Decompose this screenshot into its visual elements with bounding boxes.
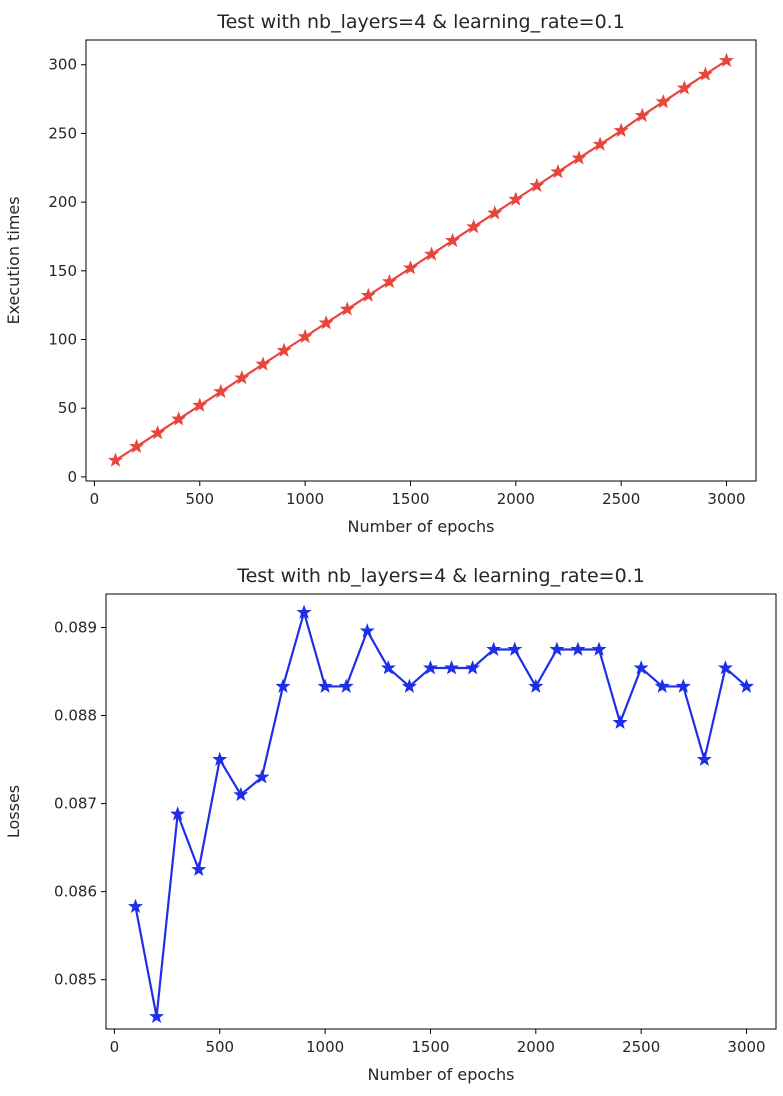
data-point <box>444 660 460 675</box>
data-point <box>380 660 396 675</box>
data-point <box>634 107 650 122</box>
data-point <box>486 641 502 656</box>
series-line <box>134 611 748 1018</box>
chart-title: Test with nb_layers=4 & learning_rate=0.… <box>236 565 645 587</box>
chart-2: Test with nb_layers=4 & learning_rate=0.… <box>4 565 777 1084</box>
data-point <box>529 177 545 192</box>
x-tick-label: 2500 <box>622 1038 660 1056</box>
data-point <box>170 806 186 821</box>
y-tick-label: 150 <box>48 262 77 280</box>
y-tick-label: 250 <box>48 124 77 142</box>
x-tick-label: 2500 <box>602 490 640 508</box>
data-point <box>171 411 187 426</box>
data-point <box>739 678 754 693</box>
x-tick-label: 500 <box>205 1038 234 1056</box>
data-point <box>612 714 628 729</box>
x-tick-label: 500 <box>185 490 214 508</box>
data-point <box>654 678 670 693</box>
data-point <box>276 342 292 357</box>
data-point <box>719 52 734 67</box>
data-point <box>360 287 376 302</box>
y-tick-label: 0.088 <box>54 707 97 725</box>
data-point <box>549 641 565 656</box>
data-point <box>466 218 482 234</box>
data-point <box>402 260 418 275</box>
data-point <box>129 438 145 454</box>
data-point <box>255 356 271 371</box>
data-point <box>697 66 713 81</box>
x-tick-label: 1500 <box>391 490 429 508</box>
x-tick-label: 0 <box>110 1038 120 1056</box>
data-point <box>339 301 355 316</box>
data-point <box>550 164 566 179</box>
x-tick-label: 2000 <box>517 1038 555 1056</box>
x-tick-label: 3000 <box>707 490 745 508</box>
data-point <box>128 898 143 913</box>
data-point <box>338 678 354 693</box>
data-point <box>401 678 417 693</box>
data-point <box>676 80 692 95</box>
data-point <box>487 205 503 220</box>
x-tick-label: 1500 <box>411 1038 449 1056</box>
data-point <box>296 604 312 619</box>
y-tick-label: 50 <box>58 399 77 417</box>
data-point <box>424 246 440 261</box>
data-point <box>359 623 375 638</box>
x-axis-label: Number of epochs <box>368 1065 515 1084</box>
data-point <box>275 678 291 693</box>
plot-frame <box>85 39 757 482</box>
data-point <box>507 641 523 656</box>
y-axis-label: Losses <box>4 785 23 838</box>
data-point <box>465 660 481 675</box>
y-tick-label: 0.089 <box>54 618 97 636</box>
data-point <box>422 660 438 675</box>
data-point <box>233 786 249 802</box>
data-point <box>149 1008 165 1024</box>
y-tick-label: 100 <box>48 330 77 348</box>
y-axis-label: Execution times <box>4 196 23 324</box>
data-point <box>234 370 250 385</box>
x-tick-label: 2000 <box>497 490 535 508</box>
x-tick-label: 3000 <box>727 1038 765 1056</box>
x-axis-label: Number of epochs <box>348 517 495 536</box>
y-tick-label: 0 <box>67 468 77 486</box>
data-point <box>570 641 586 656</box>
data-point <box>592 136 608 151</box>
data-point <box>191 861 207 876</box>
data-point <box>317 678 333 693</box>
data-point <box>212 751 228 766</box>
data-point <box>192 397 208 412</box>
x-tick-label: 0 <box>90 490 100 508</box>
data-point <box>213 383 229 399</box>
y-tick-label: 0.085 <box>54 971 97 989</box>
series-line <box>114 59 728 462</box>
data-point <box>508 191 524 206</box>
data-point <box>633 660 649 675</box>
chart-1: Test with nb_layers=4 & learning_rate=0.… <box>4 11 757 536</box>
data-point <box>717 660 733 675</box>
data-point <box>675 678 691 693</box>
data-point <box>381 273 397 289</box>
data-point <box>150 425 166 440</box>
y-tick-label: 0.087 <box>54 795 97 813</box>
y-tick-label: 300 <box>48 56 77 74</box>
y-tick-label: 0.086 <box>54 883 97 901</box>
data-point <box>445 232 461 247</box>
chart-title: Test with nb_layers=4 & learning_rate=0.… <box>216 11 625 33</box>
data-point <box>297 328 313 344</box>
x-tick-label: 1000 <box>306 1038 344 1056</box>
data-point <box>696 751 712 766</box>
data-point <box>528 678 544 693</box>
data-point <box>613 122 629 138</box>
data-point <box>571 150 587 165</box>
y-tick-label: 200 <box>48 193 77 211</box>
data-point <box>318 315 334 330</box>
plot-frame <box>105 593 777 1030</box>
x-tick-label: 1000 <box>286 490 324 508</box>
data-point <box>254 769 270 784</box>
data-point <box>655 93 671 109</box>
data-point <box>591 641 607 656</box>
data-point <box>108 452 123 467</box>
